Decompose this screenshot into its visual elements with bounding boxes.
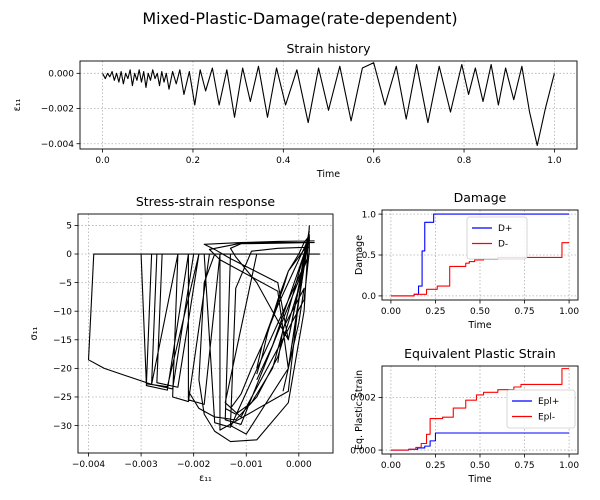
damage-ylabel: Damage <box>354 235 365 275</box>
damage-xtick-label: 0.25 <box>425 307 445 317</box>
strain-ytick-label: −0.004 <box>41 140 75 150</box>
plastic-ylabel: Eq. Plastic Strain <box>354 370 365 450</box>
damage-title: Damage <box>454 190 507 205</box>
strain-ytick-label: 0.000 <box>48 70 74 80</box>
stress-ytick-label: −20 <box>53 365 72 375</box>
damage-xtick-label: 1.00 <box>559 307 579 317</box>
plastic-xlabel: Time <box>467 474 491 485</box>
stress-xtick-label: −0.001 <box>230 460 263 470</box>
stress-xtick-label: −0.002 <box>177 460 210 470</box>
charts-group: 0.0 0.2 0.4 0.6 0.8 1.0−0.004−0.0020.000Strai… <box>12 41 579 485</box>
stress-axes-frame <box>77 213 334 454</box>
strain-ylabel: ε₁₁ <box>12 98 23 111</box>
plastic-legend: Epl+ Epl- <box>506 389 576 429</box>
damage-xtick-label: 0.50 <box>470 307 490 317</box>
plastic-xtick-label: 0.75 <box>515 461 535 471</box>
strain-ytick-label: −0.002 <box>41 105 74 115</box>
stress-ytick-label: −5 <box>59 279 72 289</box>
damage-legend-label: D- <box>498 240 508 250</box>
stress-xtick-label: −0.003 <box>124 460 157 470</box>
damage-xtick-label: 0.00 <box>381 307 401 317</box>
plastic-chart: 0.00 0.25 0.50 0.75 1.00 0.000 0.002 Equivalent… <box>350 346 579 485</box>
plastic-ytick-label: 0.002 <box>350 394 376 404</box>
damage-ytick-label: 0.5 <box>362 251 376 261</box>
damage-ytick-label: 1.0 <box>362 210 377 220</box>
strain-xtick-label: 0.2 <box>186 156 200 166</box>
damage-legend-label: D+ <box>498 224 512 234</box>
strain-xtick-label: 0.6 <box>367 156 382 166</box>
strain-axes-frame <box>79 60 578 150</box>
plastic-title: Equivalent Plastic Strain <box>404 346 556 361</box>
strain-series-0-line <box>102 62 555 147</box>
stress-title: Stress-strain response <box>136 194 276 209</box>
stress-series-0-line <box>87 225 320 443</box>
plastic-legend-label: Epl+ <box>538 397 559 407</box>
damage-xtick-label: 0.75 <box>515 307 535 317</box>
stress-ylabel: σ₁₁ <box>29 326 40 340</box>
strain-xtick-label: 1.0 <box>547 156 562 166</box>
damage-xlabel: Time <box>467 320 491 331</box>
plastic-xtick-label: 0.00 <box>381 461 401 471</box>
damage-legend-box <box>466 216 528 260</box>
damage-chart: 0.00 0.25 0.50 0.75 1.00 0.0 0.5 1.0 Damage Time D… <box>354 190 579 331</box>
stress-chart: −0.004 −0.003 −0.002 −0.001 0.000 5 0 −5 −10 −15 −… <box>29 194 334 484</box>
plastic-xtick-label: 0.25 <box>425 461 445 471</box>
strain-xlabel: Time <box>316 169 340 180</box>
stress-ytick-label: −15 <box>53 336 72 346</box>
stress-ytick-label: 0 <box>66 250 72 260</box>
plastic-xtick-label: 1.00 <box>559 461 579 471</box>
plastic-legend-label: Epl- <box>538 413 555 423</box>
plastic-series-epl-line <box>390 368 570 451</box>
stress-xtick-label: −0.004 <box>72 460 106 470</box>
strain-xtick-label: 0.0 <box>95 156 110 166</box>
stress-xtick-label: 0.000 <box>286 460 312 470</box>
figure-suptitle: Mixed-Plastic-Damage(rate-dependent) <box>142 9 457 28</box>
plastic-xtick-label: 0.50 <box>470 461 490 471</box>
stress-xlabel: ε₁₁ <box>199 473 212 484</box>
plastic-ytick-label: 0.000 <box>350 446 376 456</box>
damage-ytick-label: 0.0 <box>362 292 377 302</box>
damage-legend: D+ D- <box>466 216 528 260</box>
strain-chart: 0.0 0.2 0.4 0.6 0.8 1.0 −0.004 −0.002 0.000 Strai… <box>12 41 578 180</box>
stress-ytick-label: −10 <box>53 307 72 317</box>
plastic-legend-box <box>506 389 576 429</box>
stress-ytick-label: −30 <box>53 422 72 432</box>
strain-xtick-label: 0.8 <box>457 156 472 166</box>
strain-title: Strain history <box>287 41 372 56</box>
strain-xtick-label: 0.4 <box>276 156 291 166</box>
stress-ytick-label: 5 <box>66 222 72 232</box>
stress-ytick-label: −25 <box>53 393 72 403</box>
